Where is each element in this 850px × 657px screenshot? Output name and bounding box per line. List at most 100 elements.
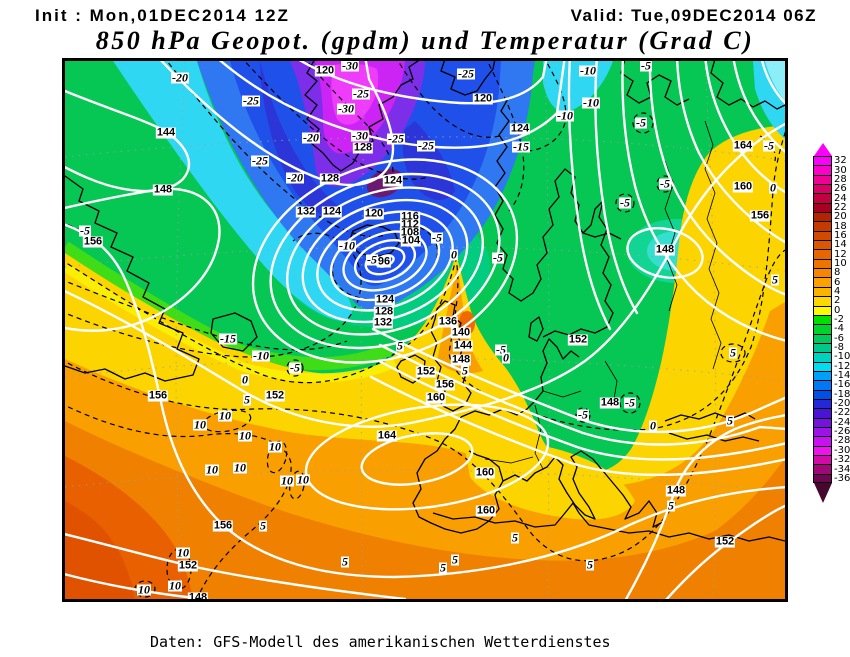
colorbar-value: -16 xyxy=(834,379,850,391)
temperature-label: -10 xyxy=(252,348,270,363)
colorbar-swatch xyxy=(813,324,832,334)
colorbar-swatch xyxy=(813,240,832,250)
colorbar-row: -12 xyxy=(813,361,850,372)
footer-line-data-source: Daten: GFS-Modell des amerikanischen Wet… xyxy=(150,633,611,651)
temperature-label: 5 xyxy=(439,560,447,575)
colorbar-value: -32 xyxy=(834,454,850,466)
colorbar-row: 4 xyxy=(813,286,850,297)
colorbar-swatch xyxy=(813,352,832,362)
colorbar-value: 0 xyxy=(834,304,841,316)
temperature-label: 5 xyxy=(667,498,675,513)
temperature-label: 5 xyxy=(461,363,469,378)
colorbar-value: 16 xyxy=(834,229,847,241)
colorbar-value: 22 xyxy=(834,201,847,213)
geopotential-label: 120 xyxy=(472,92,494,105)
colorbar-row: -20 xyxy=(813,398,850,410)
colorbar-value: 14 xyxy=(834,239,847,251)
colorbar-row: -26 xyxy=(813,426,850,438)
colorbar-value: -28 xyxy=(834,435,850,447)
colorbar-swatch xyxy=(813,389,832,399)
temperature-label: -5 xyxy=(619,195,631,210)
temperature-label: 10 xyxy=(280,473,294,488)
colorbar-row: -24 xyxy=(813,416,850,428)
temperature-label: 5 xyxy=(771,272,779,287)
temperature-label: 5 xyxy=(259,518,267,533)
colorbar-value: -4 xyxy=(834,323,844,335)
colorbar-value: 10 xyxy=(834,257,847,269)
colorbar-row: -28 xyxy=(813,435,850,447)
colorbar-swatch xyxy=(813,314,832,325)
colorbar-swatch xyxy=(813,212,832,222)
geopotential-label: 132 xyxy=(295,205,317,218)
temperature-label: -10 xyxy=(582,95,600,110)
colorbar-row: -14 xyxy=(813,370,850,382)
geopotential-label: 96 xyxy=(376,255,392,268)
colorbar-value: 8 xyxy=(834,267,841,279)
colorbar-row: 24 xyxy=(813,193,850,204)
temperature-label: -20 xyxy=(171,70,189,85)
colorbar-value: 32 xyxy=(834,155,847,167)
temperature-label: -5 xyxy=(79,223,91,238)
geopotential-label: 152 xyxy=(415,365,437,378)
geopotential-label: 124 xyxy=(509,122,531,135)
temperature-label: 0 xyxy=(502,350,510,365)
geopotential-label: 124 xyxy=(321,205,343,218)
colorbar-row: -22 xyxy=(813,407,850,419)
temperature-label: -5 xyxy=(577,407,589,422)
colorbar-row: 10 xyxy=(813,257,850,269)
geopotential-label: 156 xyxy=(147,389,169,402)
temperature-label: 10 xyxy=(268,439,282,454)
colorbar-value: -20 xyxy=(834,398,850,410)
colorbar-value: -18 xyxy=(834,388,850,400)
colorbar-swatch xyxy=(813,445,832,455)
geopotential-label: 136 xyxy=(437,315,459,328)
geopotential-label: 124 xyxy=(374,293,396,306)
colorbar-row: -8 xyxy=(813,342,850,353)
colorbar-row: 6 xyxy=(813,277,850,288)
temperature-label: -5 xyxy=(635,115,647,130)
colorbar-swatch xyxy=(813,296,832,306)
colorbar-value: 20 xyxy=(834,211,847,223)
colorbar-value: -14 xyxy=(834,370,850,382)
temperature-label: 10 xyxy=(296,472,310,487)
footer-credits: Daten: GFS-Modell des amerikanischen Wet… xyxy=(150,602,611,657)
temperature-label: -5 xyxy=(492,250,504,265)
colorbar-row: -6 xyxy=(813,333,850,344)
geopotential-label: 148 xyxy=(152,183,174,196)
colorbar-swatch xyxy=(813,258,832,269)
temperature-label: 5 xyxy=(511,530,519,545)
temperature-label: 10 xyxy=(168,578,182,593)
colorbar-value: -24 xyxy=(834,416,850,428)
colorbar-row: 32 xyxy=(813,155,850,167)
colorbar-swatch xyxy=(813,408,832,418)
temperature-label: 5 xyxy=(243,392,251,407)
geopotential-label: 104 xyxy=(400,234,422,247)
temperature-label: 5 xyxy=(451,552,459,567)
colorbar-value: -26 xyxy=(834,426,850,438)
temperature-label: -25 xyxy=(251,153,269,168)
colorbar-row: 14 xyxy=(813,239,850,251)
map-panel: 144 148 156 132 124 120 116 112 108 104 96 124 128 13… xyxy=(62,58,788,602)
colorbar-row: 0 xyxy=(813,304,850,316)
colorbar-row: -18 xyxy=(813,388,850,400)
colorbar-value: -22 xyxy=(834,407,850,419)
temperature-label: -10 xyxy=(556,108,574,123)
colorbar-row: 20 xyxy=(813,211,850,223)
colorbar-value: 12 xyxy=(834,248,847,260)
colorbar-value: 2 xyxy=(834,295,841,307)
colorbar-row: 18 xyxy=(813,221,850,232)
colorbar-swatch xyxy=(813,464,832,474)
temperature-label: 5 xyxy=(586,557,594,572)
temperature-label: 0 xyxy=(241,372,249,387)
geopotential-label: 156 xyxy=(212,519,234,532)
temperature-label: 0 xyxy=(769,180,777,195)
colorbar-swatch xyxy=(813,249,832,259)
temperature-label: -20 xyxy=(286,170,304,185)
colorbar-swatch xyxy=(813,370,832,381)
temperature-label: 5 xyxy=(729,345,737,360)
colorbar-swatch xyxy=(813,174,832,185)
geopotential-label: 156 xyxy=(82,235,104,248)
colorbar-swatch xyxy=(813,426,832,437)
geopotential-label: 164 xyxy=(376,429,398,442)
